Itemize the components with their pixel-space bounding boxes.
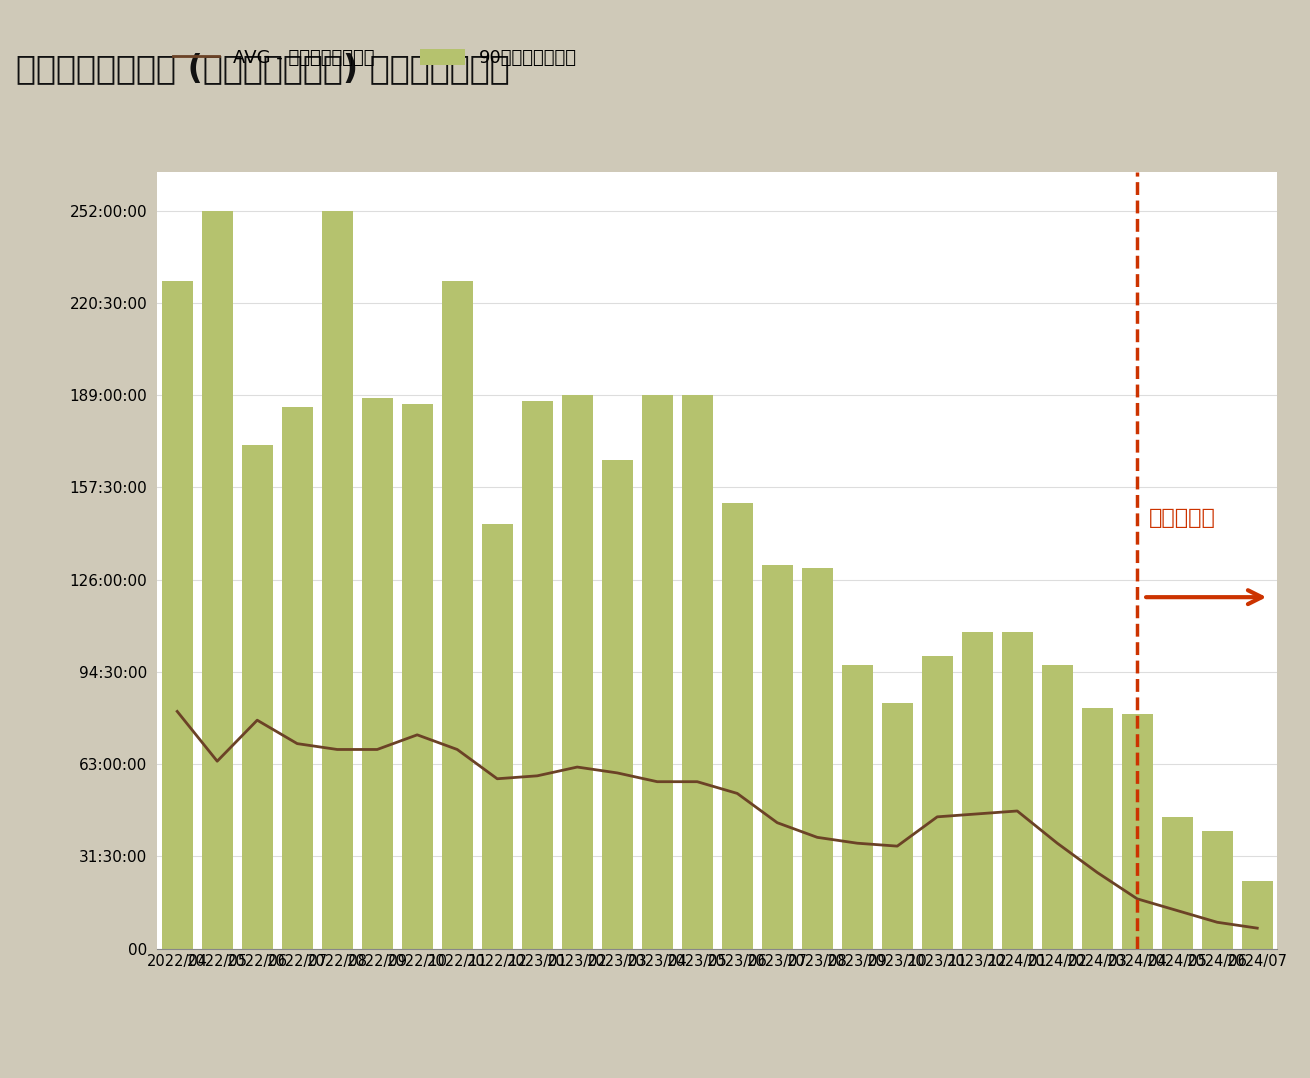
- Bar: [362, 398, 393, 949]
- Bar: [241, 445, 272, 949]
- Bar: [202, 210, 233, 949]
- Bar: [642, 395, 673, 949]
- Bar: [681, 395, 713, 949]
- Text: 改善施策後: 改善施策後: [1149, 508, 1216, 528]
- Bar: [1162, 817, 1193, 949]
- Bar: [402, 404, 432, 949]
- Bar: [161, 281, 193, 949]
- Bar: [761, 565, 793, 949]
- Bar: [1082, 708, 1112, 949]
- Bar: [802, 568, 833, 949]
- Bar: [322, 210, 352, 949]
- Bar: [1002, 633, 1032, 949]
- Bar: [562, 395, 593, 949]
- Text: ユーザー待ち時間 (新規・オープン) パーセンタイル: ユーザー待ち時間 (新規・オープン) パーセンタイル: [16, 52, 510, 85]
- Legend: AVG - ユーザー待ち時間, 90パーセンタイル: AVG - ユーザー待ち時間, 90パーセンタイル: [166, 42, 584, 74]
- Bar: [841, 664, 872, 949]
- Bar: [282, 406, 313, 949]
- Bar: [601, 459, 633, 949]
- Bar: [1242, 882, 1273, 949]
- Bar: [722, 503, 753, 949]
- Bar: [882, 703, 913, 949]
- Bar: [1201, 831, 1233, 949]
- Bar: [1121, 715, 1153, 949]
- Bar: [482, 524, 512, 949]
- Bar: [521, 401, 553, 949]
- Bar: [922, 655, 952, 949]
- Bar: [1041, 664, 1073, 949]
- Bar: [441, 281, 473, 949]
- Bar: [962, 633, 993, 949]
